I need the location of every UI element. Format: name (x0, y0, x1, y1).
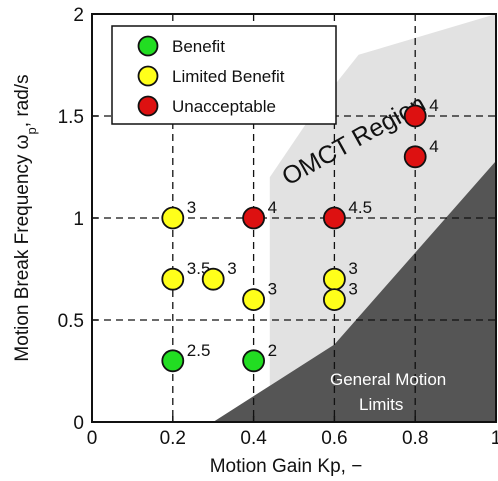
x-tick-label: 0.2 (160, 428, 186, 449)
data-label: 4 (429, 137, 438, 156)
y-axis-label: Motion Break Frequency ωp, rad/s (12, 74, 39, 361)
data-point (322, 206, 346, 230)
x-tick-label: 0.6 (321, 428, 347, 449)
data-label: 3 (227, 259, 236, 278)
data-label: 3 (187, 198, 196, 217)
x-tick-label: 0 (87, 428, 98, 449)
legend-marker (137, 95, 159, 117)
data-label: 4 (429, 96, 438, 115)
y-tick-label: 0 (73, 413, 84, 434)
data-point (201, 267, 225, 291)
data-label: 2.5 (187, 341, 211, 360)
legend-marker (137, 65, 159, 87)
data-point (242, 206, 266, 230)
y-tick-label: 1 (73, 209, 84, 230)
x-tick-label: 0.4 (240, 428, 267, 449)
general-motion-limits-label-line2: Limits (359, 395, 403, 414)
y-axis-label-subscript: p (24, 127, 39, 134)
data-point (161, 206, 185, 230)
legend-entry: Unacceptable (172, 97, 276, 116)
legend-entry: Limited Benefit (172, 67, 285, 86)
data-label: 4.5 (348, 198, 372, 217)
data-label: 2 (268, 341, 277, 360)
x-tick-label: 0.8 (402, 428, 428, 449)
legend-marker (137, 35, 159, 57)
data-point (322, 267, 346, 291)
data-point (161, 267, 185, 291)
y-tick-label: 2 (73, 5, 84, 26)
y-tick-label: 0.5 (58, 311, 84, 332)
data-point (161, 349, 185, 373)
data-label: 4 (268, 198, 277, 217)
y-tick-label: 1.5 (58, 107, 84, 128)
axis-ticks: 0 0.2 0.4 0.6 0.8 1 0 0.5 1 1.5 2 (58, 5, 498, 449)
legend: Benefit Limited Benefit Unacceptable (111, 25, 337, 125)
y-axis-label-main: Motion Break Frequency ω (12, 134, 33, 361)
legend-entry: Benefit (172, 37, 225, 56)
data-label: 3 (348, 280, 357, 299)
data-point (242, 349, 266, 373)
data-label: 3 (348, 259, 357, 278)
general-motion-limits-area (213, 160, 496, 422)
x-axis-label: Motion Gain Kp, − (210, 456, 363, 477)
general-motion-limits-label: General Motion (330, 370, 446, 389)
data-label: 3 (268, 280, 277, 299)
data-point (403, 104, 427, 128)
data-point (322, 288, 346, 312)
x-tick-label: 1 (491, 428, 498, 449)
y-axis-label-units: , rad/s (12, 74, 33, 127)
data-point (242, 288, 266, 312)
data-point (403, 145, 427, 169)
